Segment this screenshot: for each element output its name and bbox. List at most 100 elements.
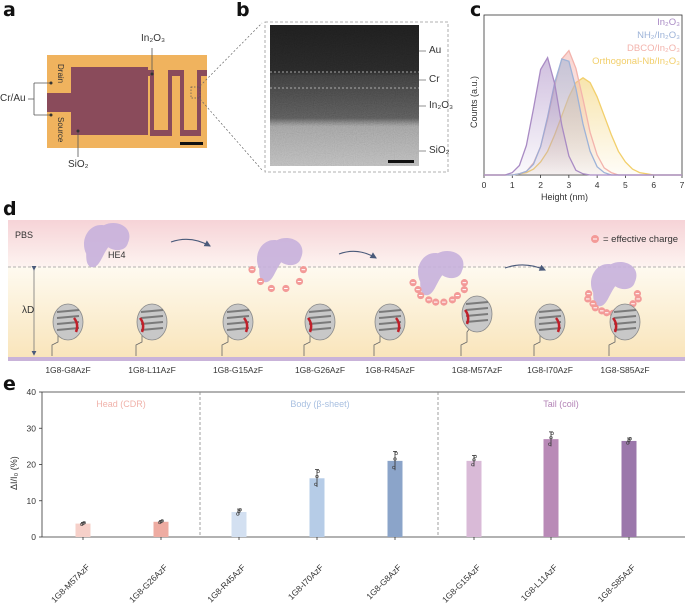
mutation-site-highlight (555, 317, 561, 333)
replicate-point (548, 442, 552, 446)
replicate-point (392, 465, 396, 470)
replicate-point (160, 519, 164, 523)
beta-strand (226, 315, 250, 319)
chart-c-xtick-label: 7 (680, 180, 685, 190)
group-label: Body (β-sheet) (290, 399, 350, 409)
pbs-label: PBS (15, 230, 34, 240)
replicate-point (316, 469, 320, 473)
replicate-point (393, 457, 397, 461)
replicate-point (82, 521, 86, 525)
beta-strand (378, 309, 402, 313)
chart-c-legend-entry: DBCO/In₂O₃ (627, 43, 680, 54)
sensing-schematic (8, 220, 685, 361)
transition-arrow-icon (170, 238, 211, 247)
replicate-point (238, 508, 242, 512)
panel-label-d: d (3, 198, 17, 220)
scale-bar (180, 142, 203, 145)
bar-1G8-G26AzF (153, 521, 169, 537)
beta-strand (613, 309, 637, 313)
layer-label-cr: Cr (429, 74, 440, 85)
beta-strand (465, 319, 489, 323)
beta-strand (226, 309, 250, 313)
bar-1G8-M57AzF (75, 523, 91, 537)
chart-c-xtick-label: 3 (566, 180, 571, 190)
cr-au-bracket (28, 82, 51, 116)
he4-protein (83, 222, 130, 268)
chart-e-ytick-label: 40 (27, 387, 37, 397)
beta-strand (140, 327, 164, 331)
substrate (8, 357, 685, 361)
he4-protein (590, 261, 637, 307)
replicate-point (472, 458, 476, 462)
beta-strand (538, 309, 562, 313)
mutation-site-highlight (139, 317, 145, 333)
he4-label: HE4 (108, 250, 126, 260)
chart-c-xtick-label: 5 (623, 180, 628, 190)
chart-c-xtick-label: 1 (510, 180, 515, 190)
debye-band (8, 267, 685, 357)
zoom-region (190, 86, 201, 99)
group-label: Tail (coil) (543, 399, 579, 409)
device-micrograph (28, 21, 449, 173)
beta-strand (538, 315, 562, 319)
replicate-point (315, 474, 319, 479)
variant-label: 1G8-G26AzF (294, 365, 346, 375)
layer-label-sio2: SiO₂ (429, 145, 450, 156)
panel-label-e: e (3, 373, 16, 395)
bar-1G8-S85AzF (621, 440, 637, 537)
chart-c-line-series-0 (484, 56, 682, 176)
he4-protein (417, 250, 464, 296)
bar-1G8-G15AzF (466, 460, 482, 537)
chart-c-xtick-label: 2 (538, 180, 543, 190)
replicate-point (236, 512, 240, 516)
group-label: Head (CDR) (96, 399, 146, 409)
height-distribution-chart: 0 1 2 3 4 5 6 7 (482, 14, 685, 190)
beta-strand (465, 313, 489, 317)
chart-c-area-series-0 (484, 57, 682, 176)
zoom-lines (199, 22, 263, 171)
beta-strand (308, 315, 332, 319)
mutation-site-highlight (464, 309, 470, 325)
panel-label-b: b (236, 0, 250, 21)
chart-c-legend-entry: NH₂/In₂O₃ (637, 30, 680, 41)
beta-strand (465, 307, 489, 311)
beta-strand (140, 321, 164, 325)
charge-legend-label: = effective charge (603, 234, 679, 245)
panel-label-a: a (3, 0, 16, 21)
chart-e-ytick-label: 0 (31, 532, 36, 542)
chart-c-xtick-label: 6 (651, 180, 656, 190)
beta-strand (56, 309, 80, 313)
transition-arrow-icon (504, 264, 547, 271)
chart-e-ytick-label: 20 (27, 460, 37, 470)
beta-strand (140, 309, 164, 313)
beta-strand (538, 327, 562, 331)
variant-label: 1G8-R45AzF (365, 365, 415, 375)
bar-1G8-R45AzF (231, 511, 247, 537)
mutation-site-highlight (395, 317, 401, 333)
layer-label-au: Au (429, 45, 442, 56)
tem-scale-bar (388, 160, 414, 163)
beta-strand (378, 315, 402, 319)
replicate-point (473, 454, 477, 459)
debye-length-label: λD (22, 305, 35, 316)
tem-frame (264, 21, 449, 173)
variant-label: 1G8-L11AzF (128, 365, 176, 375)
replicate-point (549, 436, 553, 440)
chart-c-xlabel: Height (nm) (541, 192, 589, 202)
beta-strand (378, 327, 402, 331)
beta-strand (308, 309, 332, 313)
chart-c-area-series-1 (484, 58, 682, 175)
transition-arrow-icon (338, 250, 377, 259)
cr-au-label: Cr/Au (0, 93, 26, 104)
sio2-label: SiO₂ (68, 159, 89, 170)
beta-strand (613, 321, 637, 325)
replicate-point (550, 431, 554, 435)
beta-strand (465, 301, 489, 305)
beta-strand (140, 315, 164, 319)
beta-strand (308, 327, 332, 331)
replicate-point (394, 451, 398, 455)
replicate-point (628, 437, 632, 441)
bar-1G8-G8AzF (387, 460, 403, 537)
chart-c-legend-entry: Orthogonal-Nb/In₂O₃ (592, 56, 680, 67)
beta-strand (56, 327, 80, 331)
